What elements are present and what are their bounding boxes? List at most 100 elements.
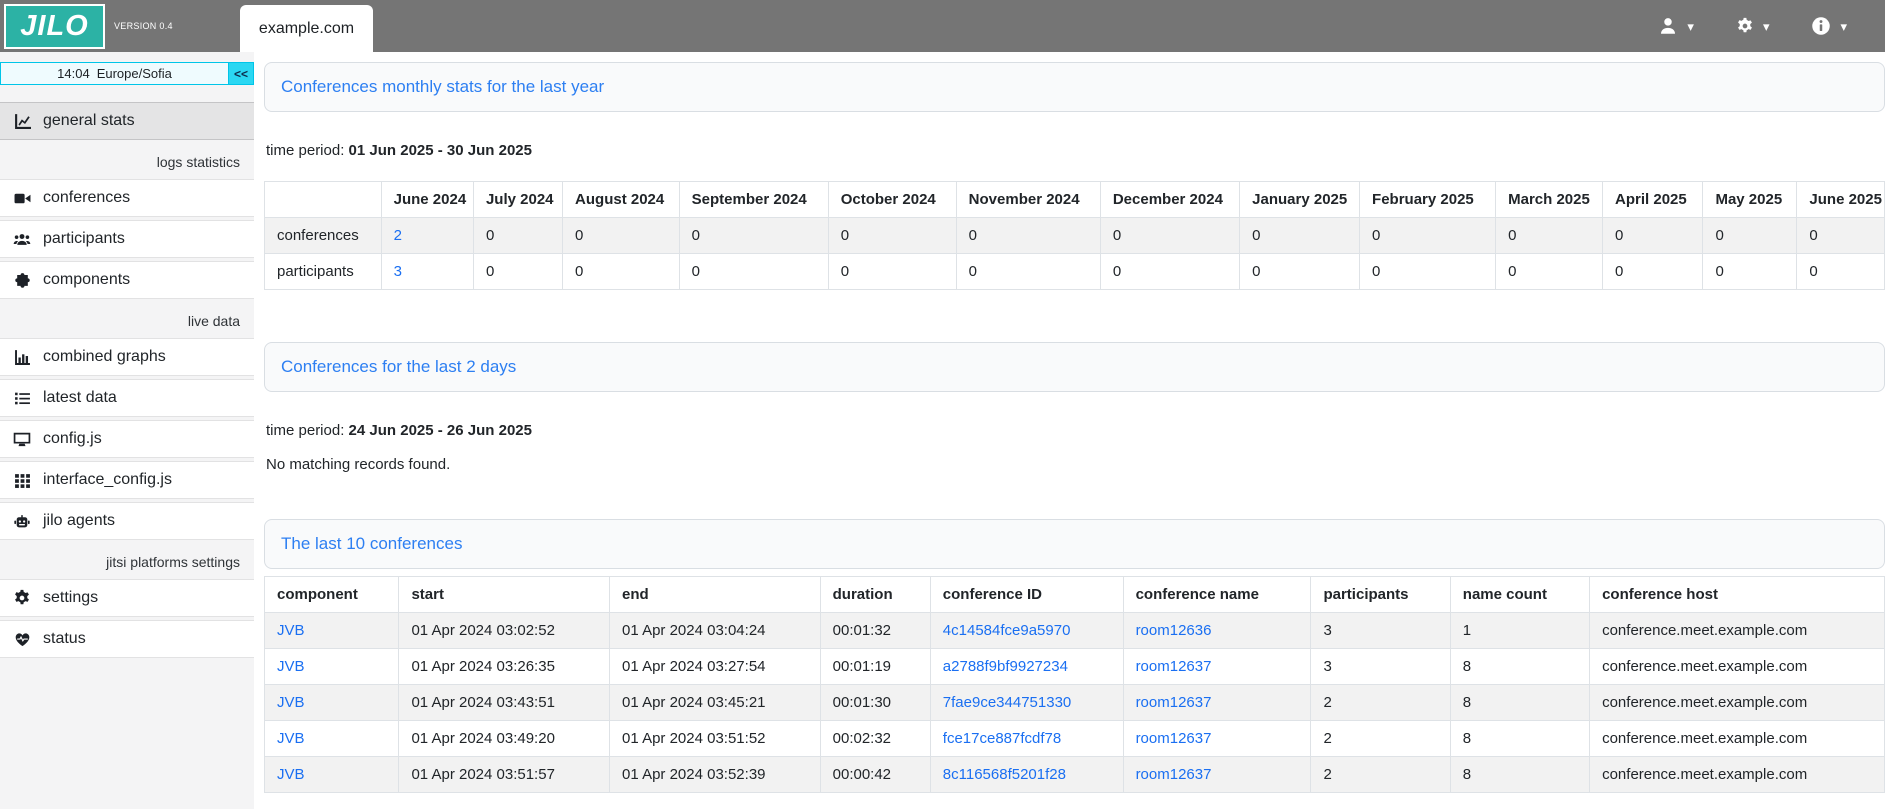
- last-10-conferences-table: component start end duration conference ID co…: [263, 576, 1885, 793]
- conference-id-link[interactable]: a2788f9bf9927234: [942, 658, 1068, 675]
- sidebar-item-label: components: [43, 271, 131, 288]
- conference-row: JVB 01 Apr 2024 03:51:57 01 Apr 2024 03:52…: [263, 756, 1885, 793]
- grid-icon: [12, 472, 32, 489]
- clock-time: 14:04: [57, 66, 90, 81]
- app-logo-text: JILO: [20, 9, 89, 42]
- stat-link[interactable]: 3: [393, 263, 402, 280]
- conference-name-link[interactable]: room12637: [1135, 658, 1212, 675]
- component-link[interactable]: JVB: [277, 730, 305, 747]
- monthly-table-row: conferences 2 0 0 0 0 0 0 0 0 0 0 0 0: [264, 217, 1885, 254]
- conference-id-link[interactable]: 8c116568f5201f28: [942, 766, 1066, 783]
- monthly-column-header: December 2024: [1099, 181, 1241, 218]
- sidebar-item-label: interface_config.js: [43, 471, 172, 488]
- last10-column-header: conference host: [1589, 576, 1885, 613]
- sidebar-item-components[interactable]: components: [0, 261, 254, 299]
- last10-column-header: duration: [819, 576, 931, 613]
- sidebar-item-participants[interactable]: participants: [0, 220, 254, 258]
- sidebar-item-status[interactable]: status: [0, 620, 254, 658]
- sidebar-collapse-button[interactable]: <<: [229, 62, 254, 85]
- last10-column-header: component: [263, 576, 400, 613]
- gear-icon: [1736, 17, 1754, 35]
- section-title-monthly-stats: Conferences monthly stats for the last y…: [264, 62, 1885, 112]
- conference-name-link[interactable]: room12637: [1135, 730, 1212, 747]
- last-2-days-time-period: time period: 24 Jun 2025 - 26 Jun 2025: [266, 422, 532, 439]
- component-link[interactable]: JVB: [277, 694, 305, 711]
- section-title-last-10-conferences: The last 10 conferences: [264, 519, 1885, 569]
- monthly-column-header: September 2024: [678, 181, 829, 218]
- sidebar-item-general-stats[interactable]: general stats: [0, 102, 254, 140]
- sidebar-item-settings[interactable]: settings: [0, 579, 254, 617]
- sidebar-item-interface-config-js[interactable]: interface_config.js: [0, 461, 254, 499]
- monthly-column-header: April 2025: [1602, 181, 1704, 218]
- last10-column-header: name count: [1449, 576, 1591, 613]
- last10-column-header: end: [609, 576, 821, 613]
- sidebar: 14:04 Europe/Sofia << general stats logs …: [0, 52, 254, 809]
- monthly-stats-table: June 2024 July 2024 August 2024 September 2…: [264, 181, 1885, 290]
- sidebar-item-jilo-agents[interactable]: jilo agents: [0, 502, 254, 540]
- video-icon: [12, 190, 32, 207]
- puzzle-icon: [12, 272, 32, 289]
- monthly-column-header: October 2024: [827, 181, 957, 218]
- monthly-column-header: January 2025: [1239, 181, 1361, 218]
- conference-row: JVB 01 Apr 2024 03:02:52 01 Apr 2024 03:04…: [263, 612, 1885, 649]
- conference-row: JVB 01 Apr 2024 03:26:35 01 Apr 2024 03:27…: [263, 648, 1885, 685]
- user-menu[interactable]: ▾: [1658, 16, 1694, 36]
- topbar-menus: ▾ ▾ ▾: [1658, 0, 1847, 52]
- monthly-table-row: participants 3 0 0 0 0 0 0 0 0 0 0 0 0: [264, 253, 1885, 290]
- bar-chart-icon: [12, 349, 32, 366]
- monthly-column-header: June 2024: [380, 181, 474, 218]
- stat-link[interactable]: 2: [393, 227, 402, 244]
- chart-line-icon: [12, 113, 32, 130]
- sidebar-section-label-logs-statistics: logs statistics: [156, 154, 240, 170]
- section-title-last-2-days: Conferences for the last 2 days: [264, 342, 1885, 392]
- last10-column-header: conference name: [1122, 576, 1312, 613]
- conference-id-link[interactable]: fce17ce887fcdf78: [942, 730, 1062, 747]
- sidebar-item-label: combined graphs: [43, 348, 166, 365]
- version-label: VERSION 0.4: [114, 21, 173, 31]
- monthly-column-header: November 2024: [955, 181, 1101, 218]
- conference-row: JVB 01 Apr 2024 03:49:20 01 Apr 2024 03:51…: [263, 720, 1885, 757]
- conference-row: JVB 01 Apr 2024 03:43:51 01 Apr 2024 03:45…: [263, 684, 1885, 721]
- desktop-icon: [12, 431, 32, 448]
- sidebar-item-config-js[interactable]: config.js: [0, 420, 254, 458]
- monthly-column-header: March 2025: [1495, 181, 1604, 218]
- monthly-column-header: August 2024: [562, 181, 680, 218]
- sidebar-item-latest-data[interactable]: latest data: [0, 379, 254, 417]
- info-icon: [1811, 16, 1831, 36]
- clock-timezone: Europe/Sofia: [96, 66, 172, 81]
- gear-icon: [12, 589, 32, 607]
- heart-pulse-icon: [12, 631, 32, 648]
- robot-icon: [12, 513, 32, 530]
- component-link[interactable]: JVB: [277, 622, 305, 639]
- conference-name-link[interactable]: room12637: [1135, 766, 1212, 783]
- component-link[interactable]: JVB: [277, 658, 305, 675]
- monthly-column-header: July 2024: [472, 181, 564, 218]
- tab-example-com[interactable]: example.com: [240, 5, 373, 52]
- users-icon: [12, 231, 32, 248]
- conference-id-link[interactable]: 7fae9ce344751330: [942, 694, 1072, 711]
- settings-menu[interactable]: ▾: [1736, 17, 1770, 35]
- sidebar-item-combined-graphs[interactable]: combined graphs: [0, 338, 254, 376]
- conference-id-link[interactable]: 4c14584fce9a5970: [942, 622, 1071, 639]
- sidebar-item-label: status: [43, 630, 86, 647]
- info-menu[interactable]: ▾: [1811, 16, 1847, 36]
- app-logo: JILO: [4, 3, 105, 49]
- conference-name-link[interactable]: room12636: [1135, 622, 1212, 639]
- component-link[interactable]: JVB: [277, 766, 305, 783]
- user-icon: [1658, 16, 1678, 36]
- row-label: conferences: [264, 217, 382, 254]
- sidebar-menu: general stats logs statistics conferences p…: [0, 102, 254, 658]
- caret-down-icon: ▾: [1840, 18, 1847, 34]
- last10-column-header: start: [398, 576, 611, 613]
- caret-down-icon: ▾: [1687, 18, 1694, 34]
- caret-down-icon: ▾: [1762, 18, 1770, 34]
- last10-column-header: participants: [1310, 576, 1451, 613]
- sidebar-item-label: participants: [43, 230, 125, 247]
- list-icon: [12, 390, 32, 407]
- sidebar-item-conferences[interactable]: conferences: [0, 179, 254, 217]
- monthly-column-header: [264, 181, 382, 218]
- sidebar-item-label: config.js: [43, 430, 102, 447]
- monthly-time-period: time period: 01 Jun 2025 - 30 Jun 2025: [266, 142, 532, 159]
- conference-name-link[interactable]: room12637: [1135, 694, 1212, 711]
- monthly-column-header: June 2025: [1796, 181, 1885, 218]
